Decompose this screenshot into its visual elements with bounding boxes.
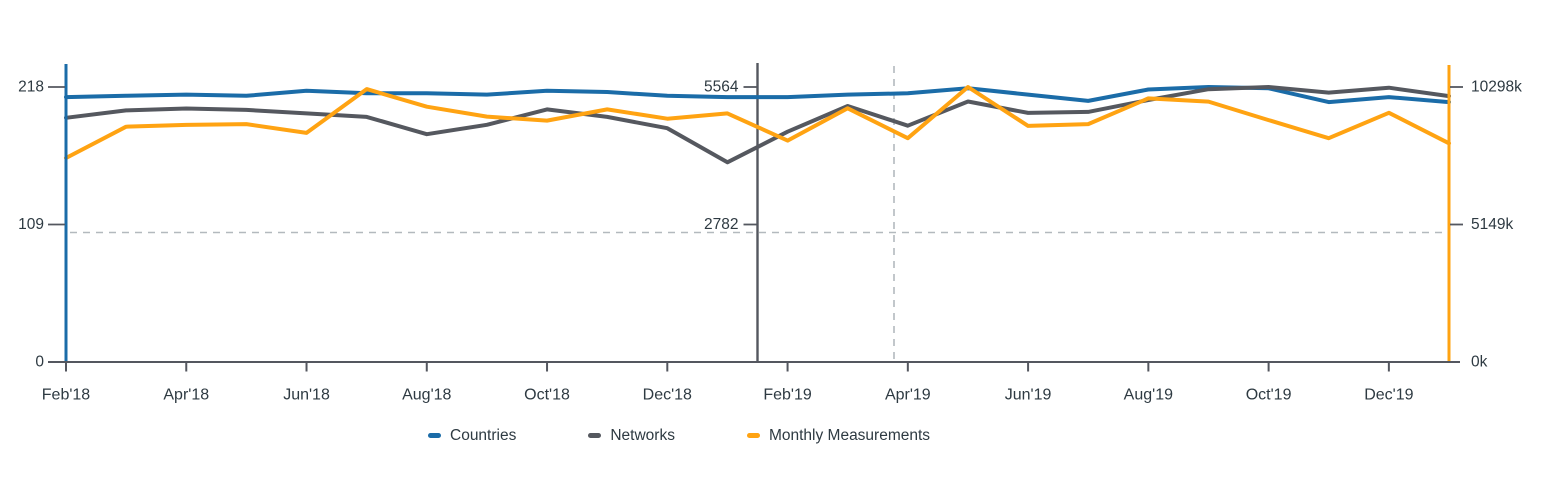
x-axis-tick-label: Jun'19 (1005, 387, 1052, 404)
left-axis-tick-label: 0 (35, 354, 44, 371)
x-axis-tick-label: Aug'18 (402, 387, 451, 404)
x-axis-tick-label: Dec'18 (643, 387, 692, 404)
middle-axis-tick-label: 2782 (704, 216, 738, 233)
x-axis-tick-label: Aug'19 (1124, 387, 1173, 404)
series-line-monthly-measurements (64, 85, 1451, 160)
x-axis-tick-label: Oct'19 (1246, 387, 1292, 404)
legend-item-monthly-measurements[interactable]: Monthly Measurements (746, 427, 931, 444)
left-axis-tick-label: 218 (18, 79, 44, 96)
legend-swatch-countries (428, 432, 441, 438)
x-axis-tick-label: Apr'19 (885, 387, 931, 404)
x-axis-tick-label: Feb'18 (42, 387, 91, 404)
legend-item-networks[interactable]: Networks (588, 427, 675, 444)
x-axis-tick-label: Jun'18 (283, 387, 330, 404)
legend-swatch-networks (588, 432, 602, 438)
legend-label-countries: Countries (450, 427, 517, 444)
chart-legend: Countries Networks Monthly Measurements (428, 427, 930, 444)
right-axis-tick-label: 0k (1471, 354, 1488, 371)
legend-label-networks: Networks (610, 427, 675, 444)
x-axis-tick-label: Feb'19 (763, 387, 812, 404)
x-axis-tick-label: Oct'18 (524, 387, 570, 404)
right-axis-tick-label: 10298k (1471, 79, 1522, 96)
middle-axis-tick-label: 5564 (704, 79, 739, 96)
legend-item-countries[interactable]: Countries (428, 427, 516, 444)
series-line-networks (64, 85, 1451, 165)
x-axis-tick-label: Dec'19 (1364, 387, 1413, 404)
right-axis-tick-label: 5149k (1471, 216, 1513, 233)
x-axis-tick-label: Apr'18 (163, 387, 209, 404)
legend-label-monthly-measurements: Monthly Measurements (768, 427, 931, 444)
left-axis-tick-label: 109 (18, 216, 44, 233)
legend-swatch-monthly-measurements (746, 432, 760, 438)
